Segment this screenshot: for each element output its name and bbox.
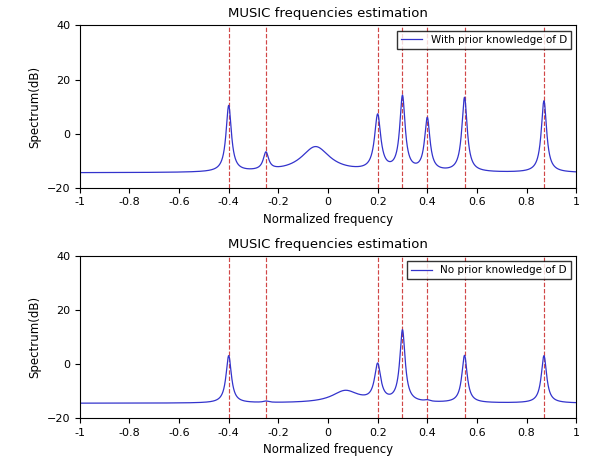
Legend: With prior knowledge of D: With prior knowledge of D <box>397 30 571 49</box>
Legend: No prior knowledge of D: No prior knowledge of D <box>407 261 571 280</box>
Y-axis label: Spectrum(dB): Spectrum(dB) <box>28 296 41 378</box>
Y-axis label: Spectrum(dB): Spectrum(dB) <box>28 66 41 147</box>
Title: MUSIC frequencies estimation: MUSIC frequencies estimation <box>228 7 428 20</box>
X-axis label: Normalized frequency: Normalized frequency <box>263 213 393 226</box>
Title: MUSIC frequencies estimation: MUSIC frequencies estimation <box>228 237 428 250</box>
X-axis label: Normalized frequency: Normalized frequency <box>263 444 393 456</box>
